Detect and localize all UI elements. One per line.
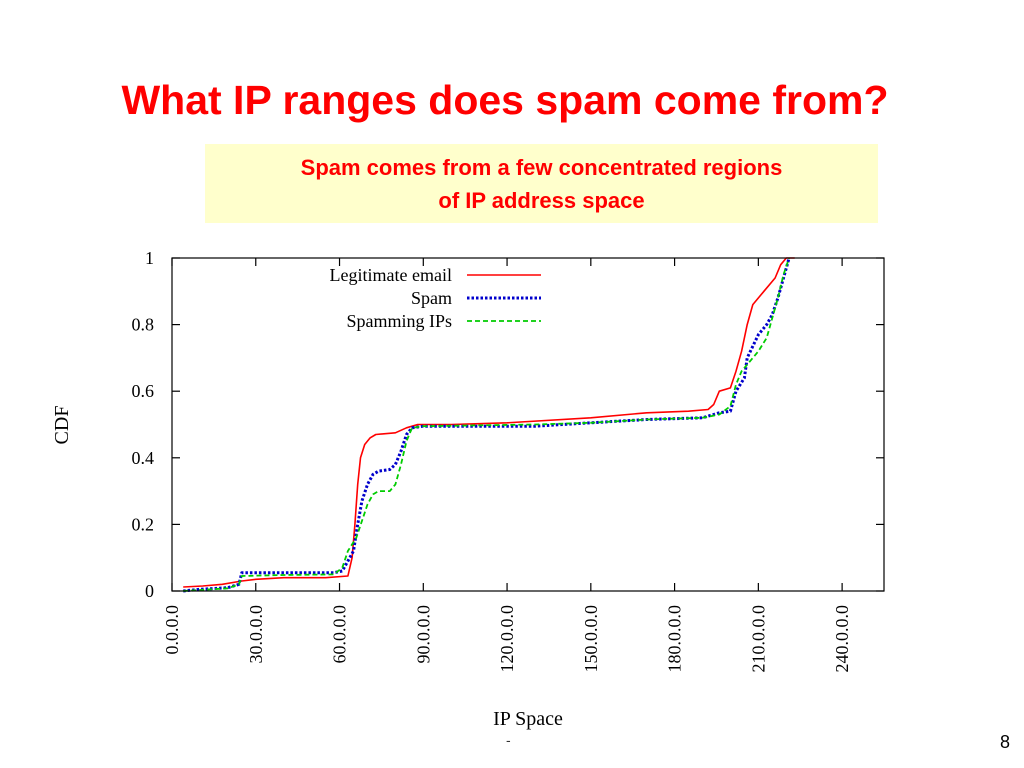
series-line-spam	[183, 257, 791, 593]
x-axis-label: IP Space	[493, 708, 563, 730]
legend: Legitimate email Spam Spamming IPs	[330, 265, 541, 331]
legend-label: Legitimate email	[330, 265, 452, 285]
x-tick-label: 120.0.0.0	[497, 605, 517, 673]
footer-mark: -	[506, 732, 511, 748]
y-tick-label: 0	[145, 581, 154, 601]
y-tick-label: 0.6	[132, 381, 155, 401]
y-tick-label: 0.4	[132, 448, 155, 468]
x-tick-label: 60.0.0.0	[330, 605, 350, 664]
legend-label: Spam	[411, 288, 452, 308]
x-tick-label: 150.0.0.0	[581, 605, 601, 673]
y-axis-label: CDF	[51, 406, 73, 445]
y-tick-label: 0.8	[132, 315, 155, 335]
x-tick-label: 30.0.0.0	[246, 605, 266, 664]
y-tick-label: 1	[145, 248, 154, 268]
callout-line-1: Spam comes from a few concentrated regio…	[300, 154, 783, 180]
series-layer	[183, 257, 795, 593]
series-line-spamming-ips	[183, 257, 790, 592]
legend-label: Spamming IPs	[346, 311, 452, 331]
series-line-legitimate-email	[183, 257, 795, 588]
x-tick-label: 240.0.0.0	[832, 605, 852, 673]
x-tick-label: 210.0.0.0	[748, 605, 768, 673]
tick-layer: 0 0.2 0.4 0.6 0.8 1 0.0.0.0 30.0.0.0 60.0.0.0 90.…	[132, 248, 884, 673]
callout-box: Spam comes from a few concentrated regio…	[205, 144, 878, 223]
plot-frame	[171, 257, 885, 592]
slide-title: What IP ranges does spam come from?	[121, 77, 889, 123]
page-number: 8	[1000, 732, 1011, 752]
x-tick-label: 90.0.0.0	[413, 605, 433, 664]
y-tick-label: 0.2	[132, 514, 155, 534]
callout-line-2: of IP address space	[438, 187, 645, 213]
x-tick-label: 0.0.0.0	[162, 605, 182, 655]
x-tick-label: 180.0.0.0	[665, 605, 685, 673]
